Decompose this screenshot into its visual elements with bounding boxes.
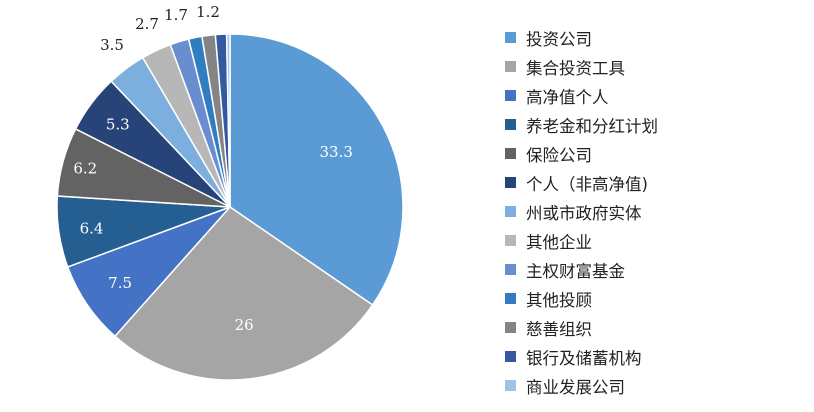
legend-label: 保险公司 — [526, 145, 592, 165]
legend-item: 银行及储蓄机构 — [505, 342, 658, 371]
legend-swatch — [505, 264, 516, 275]
legend-item: 高净值个人 — [505, 81, 658, 110]
legend-label: 商业发展公司 — [526, 377, 625, 397]
legend-label: 主权财富基金 — [526, 261, 625, 281]
legend-item: 主权财富基金 — [505, 255, 658, 284]
legend-swatch — [505, 322, 516, 333]
legend-item: 州或市政府实体 — [505, 197, 658, 226]
legend-item: 个人（非高净值) — [505, 168, 658, 197]
pie-slice — [113, 206, 374, 381]
data-label: 2.7 — [135, 15, 159, 33]
data-label: 1.7 — [164, 6, 188, 24]
legend-label: 其他企业 — [526, 232, 592, 252]
legend-swatch — [505, 177, 516, 188]
data-label: 33.3 — [319, 143, 352, 161]
legend-item: 保险公司 — [505, 139, 658, 168]
pie-slice — [225, 33, 231, 208]
legend-item: 养老金和分红计划 — [505, 110, 658, 139]
legend-swatch — [505, 148, 516, 159]
legend-swatch — [505, 235, 516, 246]
legend-item: 其他企业 — [505, 226, 658, 255]
legend-swatch — [505, 32, 516, 43]
legend-swatch — [505, 293, 516, 304]
pie-chart: 33.3 26 7.5 6.4 6.2 5.3 3.5 2.7 1.7 1.2 — [56, 3, 404, 381]
data-label: 7.5 — [108, 274, 132, 292]
legend: 投资公司集合投资工具 高净值个人养老金和分红计划 保险公司个人（非高净值) 州或市政府… — [505, 23, 658, 400]
data-label: 1.2 — [196, 3, 220, 21]
legend-item: 投资公司 — [505, 23, 658, 52]
legend-label: 个人（非高净值) — [526, 174, 648, 194]
legend-label: 集合投资工具 — [526, 58, 625, 78]
legend-item: 其他投顾 — [505, 284, 658, 313]
data-label: 6.4 — [80, 219, 104, 237]
legend-swatch — [505, 61, 516, 72]
legend-label: 慈善组织 — [526, 319, 592, 339]
legend-item: 慈善组织 — [505, 313, 658, 342]
data-label: 5.3 — [106, 115, 130, 133]
legend-label: 投资公司 — [526, 29, 592, 49]
legend-swatch — [505, 351, 516, 362]
legend-label: 州或市政府实体 — [526, 203, 642, 223]
legend-label: 其他投顾 — [526, 290, 592, 310]
legend-label: 养老金和分红计划 — [526, 116, 658, 136]
legend-swatch — [505, 90, 516, 101]
legend-swatch — [505, 119, 516, 130]
legend-swatch — [505, 380, 516, 391]
data-label: 3.5 — [100, 36, 124, 54]
data-label: 6.2 — [73, 160, 97, 178]
legend-item: 商业发展公司 — [505, 371, 658, 400]
legend-swatch — [505, 206, 516, 217]
pie-slice — [229, 33, 404, 306]
legend-item: 集合投资工具 — [505, 52, 658, 81]
legend-label: 银行及储蓄机构 — [526, 348, 642, 368]
legend-label: 高净值个人 — [526, 87, 609, 107]
data-label: 26 — [235, 316, 254, 334]
